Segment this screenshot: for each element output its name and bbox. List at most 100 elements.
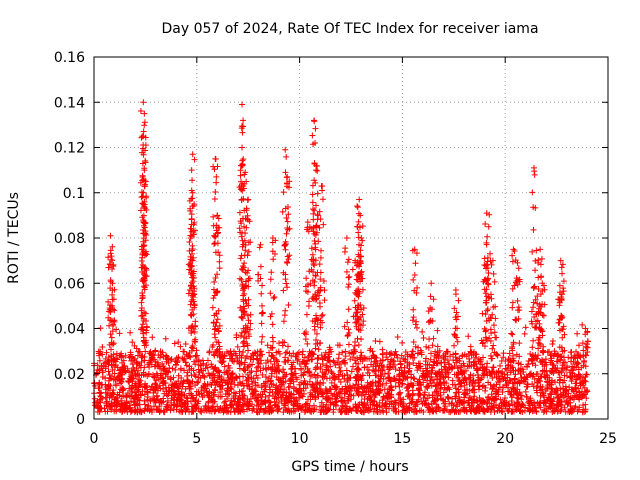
data-point bbox=[392, 405, 399, 412]
data-point bbox=[559, 261, 566, 268]
data-point bbox=[558, 368, 565, 375]
data-point bbox=[201, 374, 208, 381]
data-point bbox=[538, 373, 545, 380]
data-point bbox=[275, 388, 282, 395]
data-point bbox=[441, 359, 448, 366]
data-point bbox=[167, 357, 174, 364]
data-point bbox=[516, 353, 523, 360]
data-point bbox=[542, 403, 549, 410]
data-point bbox=[112, 381, 119, 388]
data-point bbox=[409, 354, 416, 361]
data-point bbox=[576, 404, 583, 411]
data-point bbox=[567, 373, 574, 380]
data-point bbox=[459, 352, 466, 359]
data-point bbox=[142, 178, 149, 185]
data-point bbox=[483, 261, 490, 268]
data-point bbox=[309, 199, 316, 206]
data-point bbox=[114, 401, 121, 408]
data-point bbox=[130, 399, 137, 406]
data-point bbox=[428, 280, 435, 287]
data-point bbox=[498, 370, 505, 377]
data-point bbox=[451, 331, 458, 338]
data-point bbox=[408, 351, 415, 358]
data-point bbox=[467, 371, 474, 378]
data-point bbox=[541, 406, 548, 413]
data-point bbox=[246, 385, 253, 392]
data-point bbox=[187, 311, 194, 318]
data-point bbox=[91, 402, 98, 409]
data-point bbox=[292, 353, 299, 360]
data-point bbox=[515, 391, 522, 398]
data-point bbox=[327, 401, 334, 408]
data-point bbox=[277, 393, 284, 400]
data-point bbox=[191, 329, 198, 336]
data-points bbox=[91, 99, 591, 416]
data-point bbox=[216, 258, 223, 265]
data-point bbox=[262, 382, 269, 389]
data-point bbox=[452, 287, 459, 294]
data-point bbox=[350, 350, 357, 357]
data-point bbox=[294, 400, 301, 407]
data-point bbox=[553, 401, 560, 408]
data-point bbox=[213, 310, 220, 317]
data-point bbox=[566, 369, 573, 376]
data-point bbox=[238, 197, 245, 204]
data-point bbox=[182, 401, 189, 408]
data-point bbox=[169, 381, 176, 388]
data-point bbox=[137, 107, 144, 114]
data-point bbox=[550, 395, 557, 402]
data-point bbox=[381, 370, 388, 377]
data-point bbox=[162, 352, 169, 359]
data-point bbox=[411, 375, 418, 382]
data-point bbox=[110, 387, 117, 394]
data-point bbox=[188, 167, 195, 174]
data-point bbox=[353, 309, 360, 316]
data-point bbox=[336, 364, 343, 371]
data-point bbox=[194, 379, 201, 386]
data-point bbox=[140, 283, 147, 290]
data-point bbox=[556, 316, 563, 323]
data-point bbox=[140, 99, 147, 106]
data-point bbox=[534, 371, 541, 378]
data-point bbox=[245, 275, 252, 282]
data-point bbox=[141, 219, 148, 226]
data-point bbox=[210, 295, 217, 302]
data-point bbox=[544, 382, 551, 389]
data-point bbox=[111, 370, 118, 377]
data-point bbox=[404, 384, 411, 391]
data-point bbox=[141, 198, 148, 205]
data-point bbox=[236, 209, 243, 216]
data-point bbox=[125, 377, 132, 384]
data-point bbox=[344, 259, 351, 266]
data-point bbox=[408, 399, 415, 406]
data-point bbox=[312, 202, 319, 209]
data-point bbox=[141, 119, 148, 126]
data-point bbox=[284, 226, 291, 233]
data-point bbox=[258, 384, 265, 391]
data-point bbox=[170, 396, 177, 403]
data-point bbox=[482, 328, 489, 335]
data-point bbox=[343, 408, 350, 415]
data-point bbox=[537, 274, 544, 281]
data-point bbox=[105, 264, 112, 271]
data-point bbox=[312, 272, 319, 279]
data-point bbox=[177, 403, 184, 410]
data-point bbox=[359, 388, 366, 395]
data-point bbox=[398, 364, 405, 371]
data-point bbox=[430, 335, 437, 342]
data-point bbox=[154, 362, 160, 369]
data-point bbox=[96, 352, 103, 359]
data-point bbox=[138, 149, 145, 156]
data-point bbox=[372, 337, 379, 344]
data-point bbox=[316, 292, 323, 299]
data-point bbox=[430, 408, 437, 415]
data-point bbox=[383, 380, 390, 387]
data-point bbox=[440, 355, 447, 362]
data-point bbox=[92, 382, 99, 389]
data-point bbox=[317, 340, 324, 347]
data-point bbox=[355, 366, 362, 373]
data-point bbox=[372, 358, 379, 365]
data-point bbox=[140, 337, 147, 344]
data-point bbox=[379, 403, 386, 410]
data-point bbox=[245, 196, 252, 203]
